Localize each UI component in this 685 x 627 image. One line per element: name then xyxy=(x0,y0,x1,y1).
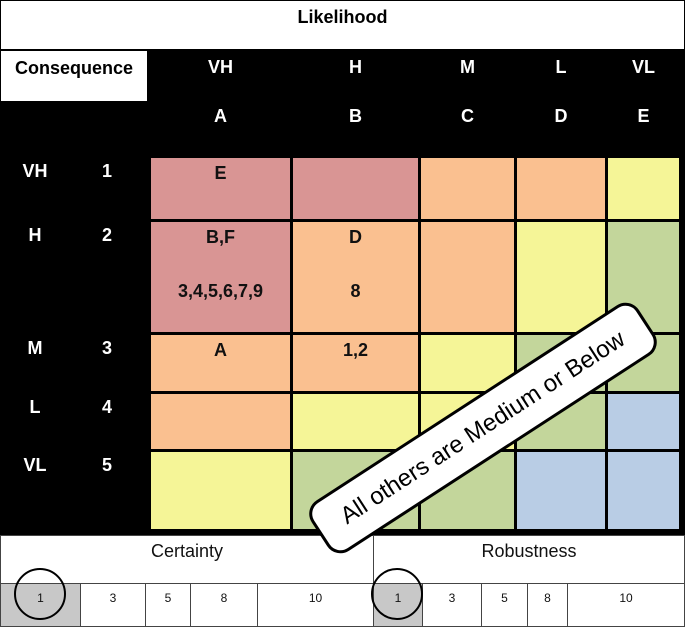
likelihood-letter-label: C xyxy=(461,106,474,126)
likelihood-level-label: VH xyxy=(207,57,233,77)
consequence-number-label: 4 xyxy=(101,397,112,417)
risk-cell xyxy=(418,155,517,222)
certainty-selection-circle xyxy=(13,568,66,620)
likelihood-letter-label: A xyxy=(214,106,227,126)
risk-cell xyxy=(514,155,608,222)
risk-cell xyxy=(418,219,517,335)
robustness-scale-cell: 3 xyxy=(422,583,482,627)
cell-item-letters: D xyxy=(349,227,362,247)
robustness-scale-cell: 5 xyxy=(481,583,528,627)
consequence-number-label: 2 xyxy=(101,225,112,245)
likelihood-level-label: L xyxy=(555,57,567,77)
risk-cell xyxy=(514,219,608,335)
risk-cell xyxy=(605,391,682,452)
robustness-scale-cell: 10 xyxy=(567,583,685,627)
cell-item-letters: E xyxy=(214,163,227,183)
certainty-scale-cell: 3 xyxy=(80,583,146,627)
consequence-level-label: VH xyxy=(22,161,48,181)
cell-item-letters: 1,2 xyxy=(342,340,369,360)
likelihood-title: Likelihood xyxy=(0,0,685,50)
likelihood-letter-label: D xyxy=(554,106,568,126)
consequence-level-label: VL xyxy=(23,455,47,475)
certainty-scale-cell: 10 xyxy=(257,583,374,627)
risk-cell xyxy=(290,155,421,222)
cell-item-numbers: 3,4,5,6,7,9 xyxy=(177,281,264,301)
consequence-level-label: M xyxy=(27,338,43,358)
consequence-level-label: H xyxy=(28,225,42,245)
cell-item-numbers: 8 xyxy=(350,281,361,301)
consequence-label: Consequence xyxy=(1,51,147,101)
robustness-label: Robustness xyxy=(373,535,685,584)
cell-item-letters: B,F xyxy=(206,227,235,247)
certainty-label: Certainty xyxy=(0,535,374,584)
risk-cell xyxy=(290,391,421,452)
risk-cell xyxy=(605,449,682,532)
certainty-scale-cell: 5 xyxy=(145,583,191,627)
risk-cell xyxy=(290,332,421,394)
robustness-scale-cell: 8 xyxy=(527,583,568,627)
consequence-level-label: L xyxy=(29,397,41,417)
risk-cell xyxy=(148,391,293,452)
risk-cell xyxy=(514,449,608,532)
robustness-selection-circle xyxy=(371,568,423,620)
consequence-number-label: 5 xyxy=(101,455,112,475)
risk-cell xyxy=(148,449,293,532)
consequence-number-label: 1 xyxy=(101,161,112,181)
likelihood-letter-label: B xyxy=(349,106,362,126)
likelihood-level-label: H xyxy=(349,57,362,77)
likelihood-level-label: VL xyxy=(631,57,655,77)
risk-cell xyxy=(605,155,682,222)
consequence-number-label: 3 xyxy=(101,338,112,358)
likelihood-level-label: M xyxy=(460,57,475,77)
risk-cell xyxy=(148,219,293,335)
likelihood-letter-label: E xyxy=(637,106,650,126)
certainty-scale-cell: 8 xyxy=(190,583,258,627)
cell-item-letters: A xyxy=(214,340,227,360)
